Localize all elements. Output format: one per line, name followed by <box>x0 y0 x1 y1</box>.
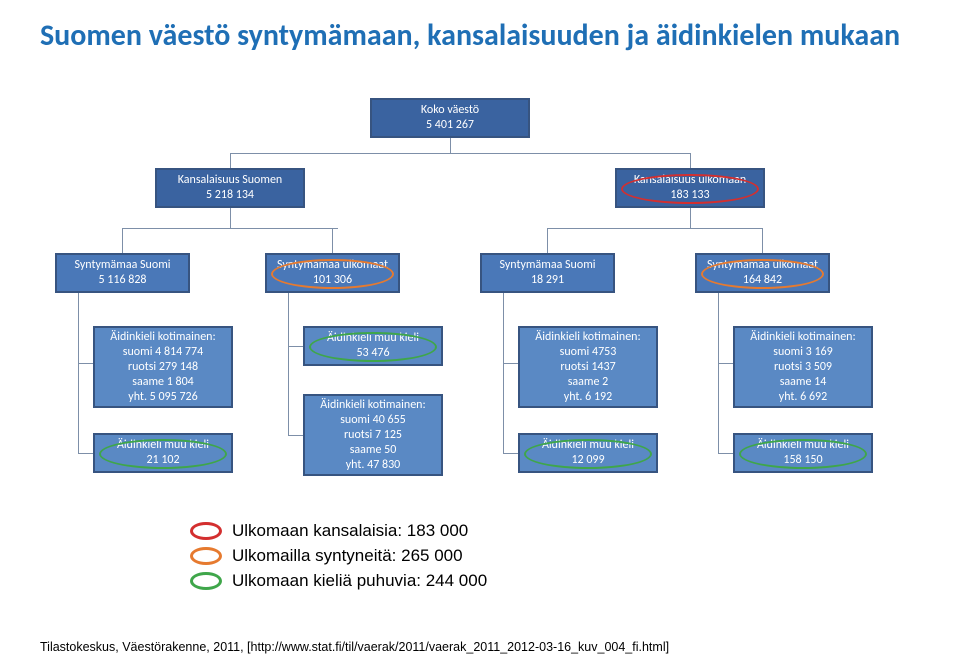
connector-line <box>230 208 231 228</box>
connector-line <box>230 153 690 154</box>
node-b_fi_b: Syntymämaa Suomi 18 291 <box>480 253 615 293</box>
summary-row: Ulkomaan kansalaisia: 183 000 <box>190 520 487 543</box>
node-b_fi_a: Syntymämaa Suomi 5 116 828 <box>55 253 190 293</box>
connector-line <box>122 228 338 229</box>
connector-line <box>718 453 733 454</box>
summary-text: Ulkomaan kansalaisia: 183 000 <box>232 520 468 543</box>
connector-line <box>762 228 763 253</box>
connector-line <box>690 208 691 228</box>
ring-bullet-icon <box>190 522 222 540</box>
node-nat_fi: Kansalaisuus Suomen 5 218 134 <box>155 168 305 208</box>
highlight-ring <box>701 259 824 289</box>
page-title: Suomen väestö syntymämaan, kansalaisuude… <box>0 0 960 54</box>
source-citation: Tilastokeskus, Väestörakenne, 2011, [htt… <box>40 640 669 654</box>
node-leaf_d1: Äidinkieli kotimainen: suomi 3 169 ruots… <box>733 326 873 408</box>
node-text: Syntymämaa Suomi 5 116 828 <box>74 258 170 288</box>
node-text: Äidinkieli kotimainen: suomi 3 169 ruots… <box>750 330 855 405</box>
connector-line <box>288 273 289 435</box>
node-leaf_a1: Äidinkieli kotimainen: suomi 4 814 774 r… <box>93 326 233 408</box>
node-text: Äidinkieli kotimainen: suomi 4753 ruotsi… <box>535 330 640 405</box>
highlight-ring <box>99 439 227 469</box>
connector-line <box>690 153 691 168</box>
connector-line <box>78 363 93 364</box>
connector-line <box>122 228 123 253</box>
highlight-ring <box>621 174 759 204</box>
node-root: Koko väestö 5 401 267 <box>370 98 530 138</box>
node-text: Koko väestö 5 401 267 <box>421 103 479 133</box>
summary-text: Ulkomailla syntyneitä: 265 000 <box>232 545 463 568</box>
connector-line <box>503 453 518 454</box>
org-chart: Koko väestö 5 401 267 Kansalaisuus Suomen… <box>0 98 960 538</box>
highlight-ring <box>739 439 867 469</box>
connector-line <box>288 435 303 436</box>
node-text: Äidinkieli kotimainen: suomi 4 814 774 r… <box>110 330 215 405</box>
summary-row: Ulkomailla syntyneitä: 265 000 <box>190 545 487 568</box>
connector-line <box>230 153 231 168</box>
summary-row: Ulkomaan kieliä puhuvia: 244 000 <box>190 570 487 593</box>
node-leaf_c1: Äidinkieli kotimainen: suomi 4753 ruotsi… <box>518 326 658 408</box>
connector-line <box>288 346 303 347</box>
connector-line <box>450 138 451 153</box>
node-leaf_b2: Äidinkieli kotimainen: suomi 40 655 ruot… <box>303 394 443 476</box>
highlight-ring <box>271 259 394 289</box>
highlight-ring <box>524 439 652 469</box>
connector-line <box>547 228 763 229</box>
summary-block: Ulkomaan kansalaisia: 183 000Ulkomailla … <box>190 520 487 595</box>
summary-text: Ulkomaan kieliä puhuvia: 244 000 <box>232 570 487 593</box>
node-text: Äidinkieli kotimainen: suomi 40 655 ruot… <box>320 398 425 473</box>
highlight-ring <box>309 332 437 362</box>
ring-bullet-icon <box>190 547 222 565</box>
connector-line <box>503 363 518 364</box>
connector-line <box>332 228 333 253</box>
connector-line <box>718 363 733 364</box>
node-text: Kansalaisuus Suomen 5 218 134 <box>178 173 283 203</box>
connector-line <box>547 228 548 253</box>
ring-bullet-icon <box>190 572 222 590</box>
connector-line <box>78 453 93 454</box>
node-text: Syntymämaa Suomi 18 291 <box>499 258 595 288</box>
